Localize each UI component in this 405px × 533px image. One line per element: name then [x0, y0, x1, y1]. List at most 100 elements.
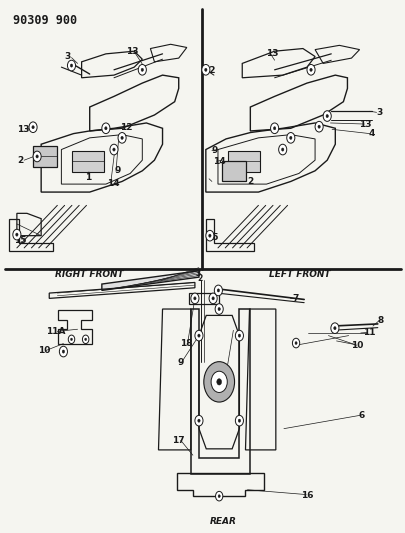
Circle shape: [217, 289, 219, 292]
Circle shape: [68, 335, 75, 344]
Circle shape: [13, 229, 21, 240]
Circle shape: [29, 122, 37, 133]
Circle shape: [203, 362, 234, 402]
Circle shape: [325, 115, 328, 118]
Circle shape: [273, 127, 275, 130]
Circle shape: [270, 123, 278, 134]
Text: 9: 9: [177, 358, 183, 367]
Text: 2: 2: [197, 274, 202, 283]
Polygon shape: [228, 151, 260, 172]
Circle shape: [286, 133, 294, 143]
Circle shape: [104, 127, 107, 130]
Circle shape: [85, 338, 86, 341]
Text: 1: 1: [84, 173, 91, 182]
Text: 2: 2: [247, 177, 253, 186]
Circle shape: [238, 419, 240, 422]
Circle shape: [59, 346, 67, 357]
Circle shape: [82, 335, 89, 344]
Text: 3: 3: [195, 269, 200, 278]
Text: 10: 10: [38, 346, 51, 355]
Circle shape: [281, 148, 283, 151]
Polygon shape: [71, 151, 104, 172]
Circle shape: [309, 68, 311, 71]
Text: 15: 15: [205, 233, 217, 242]
Circle shape: [32, 126, 34, 129]
Text: 14: 14: [107, 179, 119, 188]
Text: 7: 7: [291, 294, 298, 303]
Circle shape: [214, 285, 222, 296]
Circle shape: [197, 419, 200, 422]
Text: 10: 10: [350, 341, 362, 350]
Circle shape: [235, 330, 243, 341]
Text: 18: 18: [179, 339, 192, 348]
Circle shape: [289, 136, 291, 140]
Circle shape: [118, 133, 126, 143]
Circle shape: [294, 342, 296, 344]
Circle shape: [211, 371, 227, 392]
Text: 11: 11: [362, 328, 374, 337]
Circle shape: [208, 234, 211, 237]
Circle shape: [113, 148, 115, 151]
Text: LEFT FRONT: LEFT FRONT: [269, 270, 330, 279]
Text: 12: 12: [202, 67, 215, 75]
Circle shape: [193, 297, 196, 300]
Circle shape: [292, 338, 299, 348]
Text: 8: 8: [376, 316, 382, 325]
Circle shape: [138, 64, 146, 75]
Circle shape: [205, 230, 213, 241]
Text: 4: 4: [368, 129, 374, 138]
Text: 9: 9: [211, 146, 217, 155]
Circle shape: [194, 415, 202, 426]
Circle shape: [209, 293, 217, 304]
Text: 9: 9: [115, 166, 121, 175]
Circle shape: [333, 327, 335, 330]
Text: 11A: 11A: [45, 327, 65, 336]
Circle shape: [121, 136, 123, 140]
Text: 6: 6: [358, 411, 364, 420]
Circle shape: [215, 491, 222, 501]
Polygon shape: [102, 271, 198, 290]
Circle shape: [215, 304, 223, 314]
Circle shape: [190, 293, 198, 304]
Text: 13: 13: [358, 119, 370, 128]
Circle shape: [70, 338, 72, 341]
Circle shape: [278, 144, 286, 155]
Circle shape: [204, 68, 207, 71]
Text: 90309 900: 90309 900: [13, 14, 77, 27]
Text: 3: 3: [64, 52, 70, 61]
Circle shape: [317, 125, 320, 128]
Circle shape: [110, 144, 118, 155]
Circle shape: [141, 68, 143, 71]
Circle shape: [330, 323, 338, 334]
Circle shape: [102, 123, 110, 134]
Circle shape: [314, 122, 322, 132]
Circle shape: [322, 111, 330, 122]
Circle shape: [217, 495, 220, 498]
Text: 14: 14: [212, 157, 225, 166]
Circle shape: [211, 297, 214, 300]
Circle shape: [235, 415, 243, 426]
Text: 13: 13: [265, 50, 277, 58]
Circle shape: [197, 334, 200, 337]
Circle shape: [201, 64, 209, 75]
Circle shape: [238, 334, 240, 337]
Text: RIGHT FRONT: RIGHT FRONT: [55, 270, 124, 279]
Circle shape: [67, 60, 75, 71]
Circle shape: [217, 308, 220, 311]
Text: 15: 15: [14, 237, 26, 246]
Circle shape: [70, 64, 72, 67]
Circle shape: [62, 350, 64, 353]
Text: 13: 13: [17, 125, 29, 134]
Polygon shape: [222, 161, 246, 181]
Circle shape: [216, 378, 221, 385]
Circle shape: [16, 233, 18, 236]
Polygon shape: [33, 147, 57, 166]
Text: 12: 12: [119, 123, 132, 132]
Text: 16: 16: [301, 490, 313, 499]
Circle shape: [194, 330, 202, 341]
Text: 17: 17: [172, 437, 185, 446]
Text: 13: 13: [126, 47, 138, 55]
Text: 3: 3: [375, 108, 381, 117]
Text: 5: 5: [223, 367, 229, 376]
Circle shape: [33, 151, 41, 162]
